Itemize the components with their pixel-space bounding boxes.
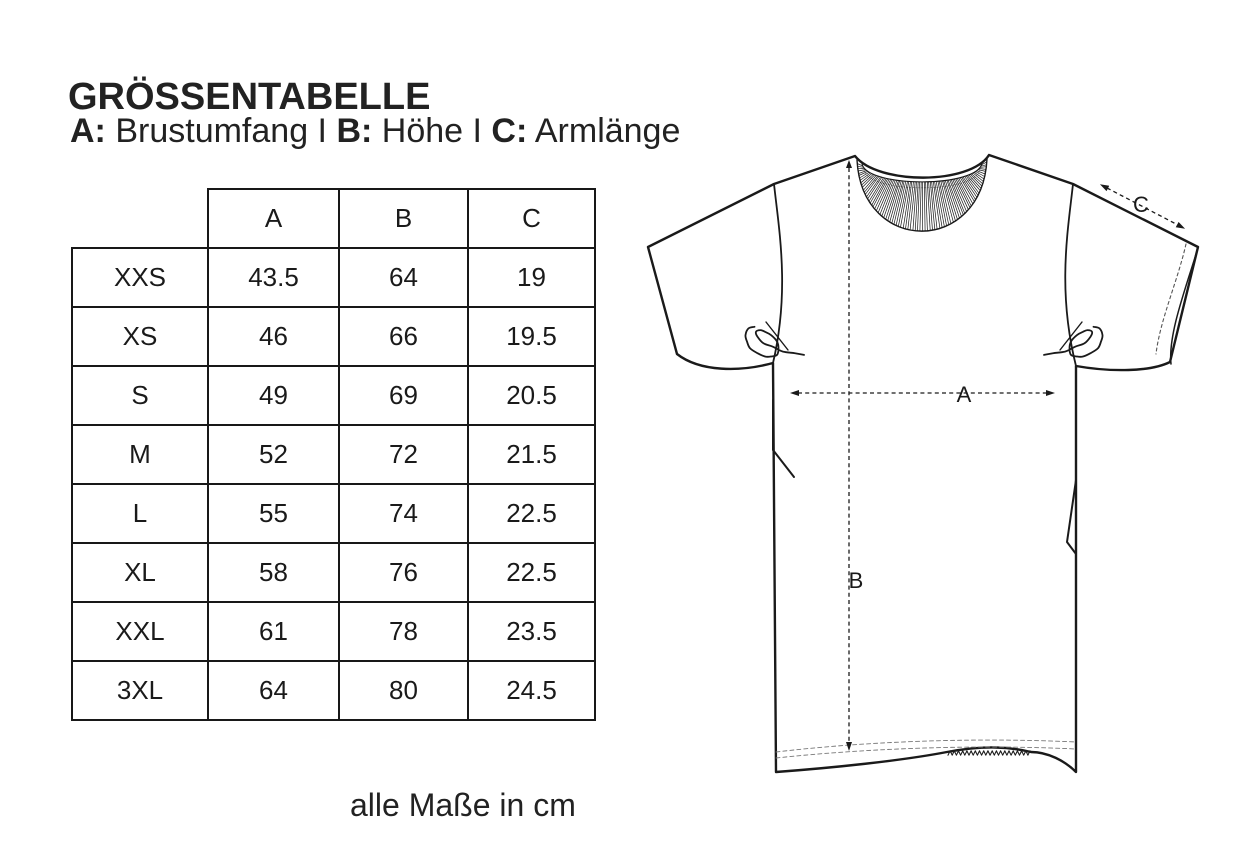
svg-text:A: A: [957, 382, 972, 407]
svg-text:B: B: [849, 568, 864, 593]
svg-text:C: C: [1133, 192, 1149, 217]
